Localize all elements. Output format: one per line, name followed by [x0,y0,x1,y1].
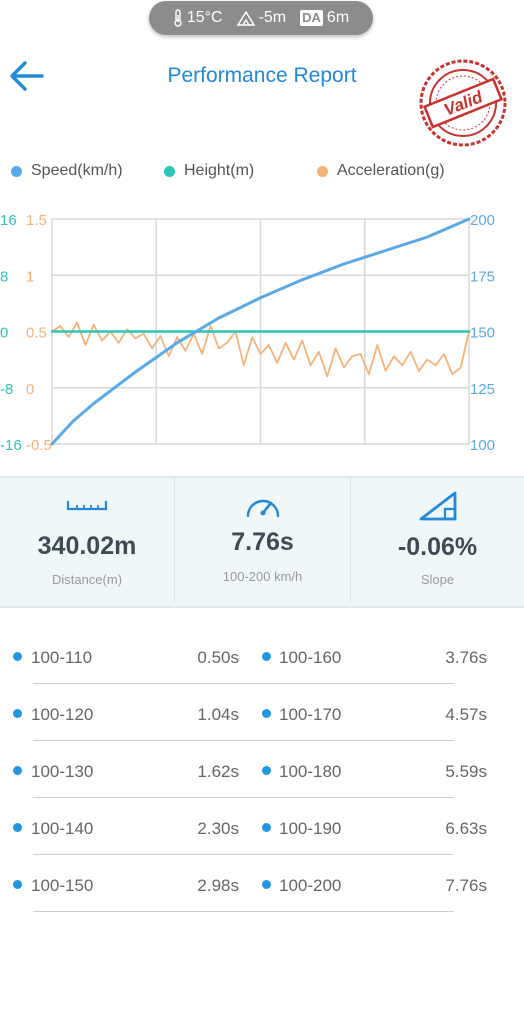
elevation-value: -5m [258,9,287,26]
legend-dot-speed [11,165,22,177]
back-button[interactable] [8,58,48,94]
acceleration-axis-tick-label: 1.5 [26,212,47,229]
split-time: 5.59s [445,762,487,781]
split-range: 100-170 [279,705,342,724]
speedometer-icon [246,499,279,518]
bullet-icon [13,880,22,889]
bullet-icon [13,709,22,718]
legend-height[interactable]: Height(m) [164,162,254,180]
density-altitude-value: 6m [326,9,350,26]
split-row: 100-150 2.98s 100-200 7.76s [0,856,524,913]
stat-slope-label: Slope [420,572,455,587]
height-axis-tick-label: -16 [0,437,22,454]
stat-distance-value: 340.02m [37,532,137,560]
speed-axis-tick-label: 175 [470,268,495,285]
stat-distance-label: Distance(m) [51,572,123,587]
height-axis-tick-label: 8 [0,268,8,285]
split-time: 3.76s [445,648,487,667]
temperature-value: 15°C [186,9,223,26]
mountain-icon [236,10,255,26]
legend-speed[interactable]: Speed(km/h) [11,162,123,180]
acceleration-axis-tick-label: 0 [26,381,34,398]
split-range: 100-190 [279,819,342,838]
acceleration-axis-tick-label: 1 [26,268,34,285]
acceleration-series-line [51,321,470,378]
performance-chart: 16 8 0 -8 -16 1.5 1 0.5 0 -0.5 200 175 150 125 100 [0,212,495,454]
split-range: 100-150 [31,876,94,895]
stat-divider [174,478,175,602]
split-time: 7.76s [445,876,487,895]
bullet-icon [262,880,271,889]
legend-acceleration[interactable]: Acceleration(g) [317,162,445,180]
split-range: 100-110 [31,648,93,667]
row-divider [33,854,454,855]
row-divider [33,911,454,912]
stat-slope: -0.06% Slope [351,478,524,606]
split-range: 100-130 [31,762,94,781]
legend-label-acceleration: Acceleration(g) [337,162,445,179]
status-pill: 15°C -5m DA 6m [149,1,373,35]
row-divider [33,683,454,684]
height-axis-tick-label: -8 [0,381,13,398]
stat-divider [350,478,351,602]
page-title: Performance Report [167,64,357,87]
speed-axis-tick-label: 150 [470,325,495,342]
split-range: 100-200 [279,876,342,895]
speed-axis-tick-label: 200 [470,212,495,229]
height-axis-tick-label: 0 [0,325,8,342]
split-row: 100-120 1.04s 100-170 4.57s [0,685,524,742]
split-row: 100-110 0.50s 100-160 3.76s [0,628,524,685]
acceleration-axis-tick-label: -0.5 [26,437,52,454]
row-divider [33,740,454,741]
split-time: 1.62s [197,762,239,781]
bullet-icon [13,766,22,775]
bullet-icon [262,766,271,775]
bullet-icon [13,823,22,832]
thermometer-icon [174,9,182,27]
bullet-icon [13,652,22,661]
back-arrow-icon [10,61,44,91]
elevation-group: -5m [236,9,287,27]
bullet-icon [262,823,271,832]
height-axis-tick-label: 16 [0,212,17,229]
split-time: 6.63s [445,819,487,838]
split-time: 4.57s [445,705,487,724]
speed-axis-tick-label: 125 [470,381,495,398]
row-divider [33,797,454,798]
speed-series-line [50,217,471,446]
stat-time-value: 7.76s [231,528,294,556]
legend-dot-height [164,165,175,177]
split-range: 100-120 [31,705,94,724]
split-row: 100-130 1.62s 100-180 5.59s [0,742,524,799]
split-time: 2.98s [197,876,239,895]
chart-legend: Speed(km/h) Height(m) Acceleration(g) [0,162,524,184]
da-badge: DA [300,10,323,26]
split-range: 100-140 [31,819,94,838]
stat-distance: 340.02m Distance(m) [0,478,174,606]
split-time: 2.30s [197,819,239,838]
ruler-icon [66,501,108,511]
valid-stamp: Valid [419,59,507,147]
stat-slope-value: -0.06% [397,533,478,561]
legend-dot-acceleration [317,165,328,177]
stats-band: 340.02m Distance(m) 7.76s 100-200 km/h -… [0,476,524,608]
acceleration-axis-tick-label: 0.5 [26,325,47,342]
split-range: 100-160 [279,648,342,667]
slope-icon [419,491,456,521]
temperature-group: 15°C [173,9,223,27]
split-time: 0.50s [197,648,239,667]
stat-time-label: 100-200 km/h [222,569,303,584]
bullet-icon [262,652,271,661]
split-range: 100-180 [279,762,342,781]
split-row: 100-140 2.30s 100-190 6.63s [0,799,524,856]
legend-label-height: Height(m) [184,162,255,179]
density-altitude-group: DA 6m [300,9,349,27]
speed-axis-tick-label: 100 [470,437,495,454]
legend-label-speed: Speed(km/h) [31,162,123,179]
split-time: 1.04s [197,705,239,724]
stat-time: 7.76s 100-200 km/h [175,478,350,606]
bullet-icon [262,709,271,718]
